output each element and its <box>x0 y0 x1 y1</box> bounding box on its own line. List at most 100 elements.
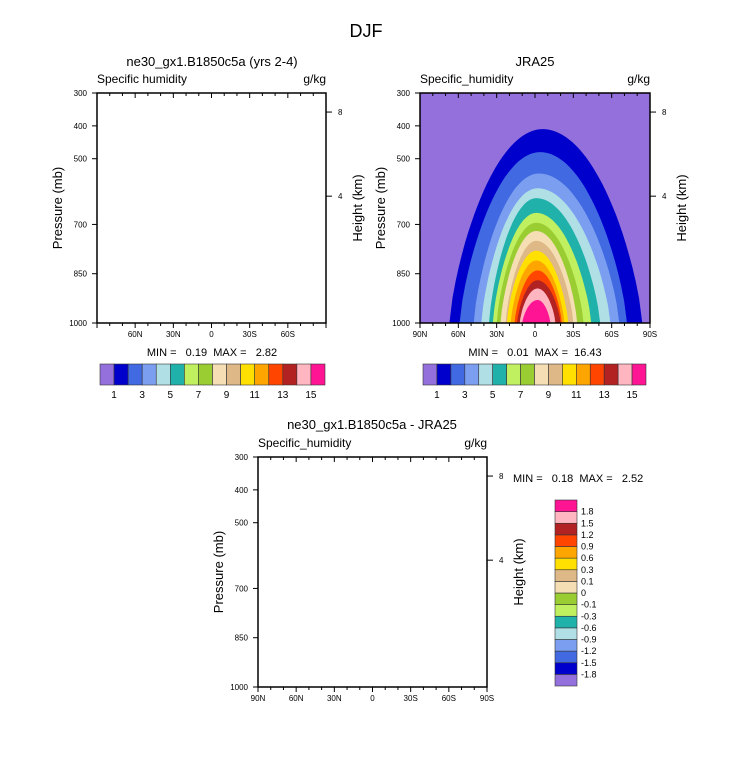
height-tick-label: 8 <box>662 108 667 117</box>
colorbar-box <box>631 363 647 386</box>
x-tick-label: 60N <box>289 694 304 703</box>
colorbar-box <box>554 627 578 640</box>
colorbar-label: -0.6 <box>581 623 597 633</box>
units-label: g/kg <box>627 72 650 86</box>
colorbar-box <box>554 581 578 594</box>
y-tick-label: 850 <box>74 270 88 279</box>
colorbar-box <box>554 557 578 571</box>
y-tick-label: 850 <box>397 270 411 279</box>
y-axis-label: Pressure (mb) <box>211 531 226 613</box>
colorbar-box <box>478 363 493 386</box>
colorbar-box <box>554 662 578 675</box>
colorbar-label: 3 <box>139 390 145 401</box>
y-tick-label: 1000 <box>230 683 248 692</box>
colorbar-box <box>198 363 213 386</box>
colorbar-label: 7 <box>196 390 202 401</box>
colorbar-box <box>554 615 578 629</box>
colorbar-label: 7 <box>518 390 524 401</box>
colorbar-label: 9 <box>224 390 230 401</box>
y-tick-label: 500 <box>235 519 249 528</box>
colorbar-label: 15 <box>627 390 639 401</box>
colorbar-box <box>520 363 535 386</box>
colorbar-box <box>554 674 578 687</box>
x-tick-label: 30S <box>404 694 418 703</box>
colorbar-box <box>603 363 619 386</box>
colorbar-box <box>506 363 521 386</box>
colorbar-box <box>226 363 241 386</box>
plot-frame <box>257 456 488 688</box>
min-max-label: MIN = 0.19 MAX = 2.82 <box>147 347 277 359</box>
colorbar-box <box>436 363 452 386</box>
colorbar-label: 5 <box>168 390 174 401</box>
colorbar-label: -1.5 <box>581 658 597 668</box>
colorbar-label: 0 <box>581 588 586 598</box>
colorbar-box <box>268 363 284 386</box>
y-tick-label: 400 <box>74 122 88 131</box>
colorbar-label: -1.8 <box>581 669 597 679</box>
units-label: g/kg <box>303 72 326 86</box>
x-tick-label: 30N <box>166 330 181 339</box>
panel-title: ne30_gx1.B1850c5a (yrs 2-4) <box>126 54 297 69</box>
y-tick-label: 400 <box>235 486 249 495</box>
min-max-label: MIN = 0.01 MAX = 16.43 <box>468 347 601 359</box>
colorbar-box <box>155 363 171 386</box>
x-tick-label: 30N <box>489 330 504 339</box>
x-tick-label: 30S <box>243 330 257 339</box>
x-tick-label: 90S <box>480 694 494 703</box>
height-tick-label: 4 <box>662 192 667 201</box>
y-tick-label: 1000 <box>69 319 87 328</box>
colorbar-label: 15 <box>305 390 317 401</box>
colorbar-label: 13 <box>277 390 289 401</box>
x-tick-label: 90S <box>643 330 657 339</box>
colorbar-box <box>554 511 578 524</box>
colorbar-label: 0.1 <box>581 576 594 586</box>
colorbar-box <box>562 363 577 386</box>
colorbar-label: 1.5 <box>581 518 594 528</box>
panel-title: JRA25 <box>515 54 554 69</box>
y-tick-label: 300 <box>397 89 411 98</box>
x-tick-label: 30S <box>566 330 580 339</box>
x-tick-label: 90N <box>413 330 428 339</box>
colorbar-box <box>422 363 438 386</box>
colorbar-box <box>240 363 255 386</box>
variable-label: Specific humidity <box>97 72 187 86</box>
colorbar-label: 1.2 <box>581 530 594 540</box>
x-tick-label: 60S <box>605 330 619 339</box>
y-tick-label: 700 <box>397 220 411 229</box>
colorbar-label: 13 <box>599 390 611 401</box>
colorbar-box <box>99 363 115 386</box>
colorbar-label: -1.2 <box>581 646 597 656</box>
y-axis-right-label: Height (km) <box>674 174 689 241</box>
y-axis-label: Pressure (mb) <box>50 167 65 249</box>
colorbar-label: 0.3 <box>581 565 594 575</box>
colorbar-label: 1 <box>111 390 117 401</box>
colorbar-box <box>548 363 563 386</box>
colorbar-box <box>282 363 298 386</box>
colorbar-box <box>576 363 591 386</box>
min-max-label: MIN = 0.18 MAX = 2.52 <box>513 473 643 485</box>
main-title: DJF <box>350 21 383 41</box>
y-tick-label: 300 <box>74 89 88 98</box>
colorbar-box <box>554 546 578 559</box>
colorbar-box <box>310 363 326 386</box>
height-tick-label: 4 <box>499 556 504 565</box>
colorbar-label: 1 <box>434 390 440 401</box>
colorbar-box <box>464 363 480 386</box>
colorbar-box <box>554 650 578 664</box>
colorbar-label: 0.6 <box>581 553 594 563</box>
colorbar-label: 5 <box>490 390 496 401</box>
colorbar-box <box>554 604 578 617</box>
colorbar-box <box>534 363 549 386</box>
colorbar-box <box>554 569 578 582</box>
colorbar-box <box>450 363 466 386</box>
panel-0: ne30_gx1.B1850c5a (yrs 2-4) Specific humi… <box>50 54 365 401</box>
height-tick-label: 4 <box>338 192 343 201</box>
colorbar-box <box>554 499 578 512</box>
y-tick-label: 500 <box>74 155 88 164</box>
colorbar-box <box>254 363 270 386</box>
colorbar <box>554 499 578 687</box>
colorbar-label: 0.9 <box>581 542 594 552</box>
colorbar-box <box>554 592 578 605</box>
